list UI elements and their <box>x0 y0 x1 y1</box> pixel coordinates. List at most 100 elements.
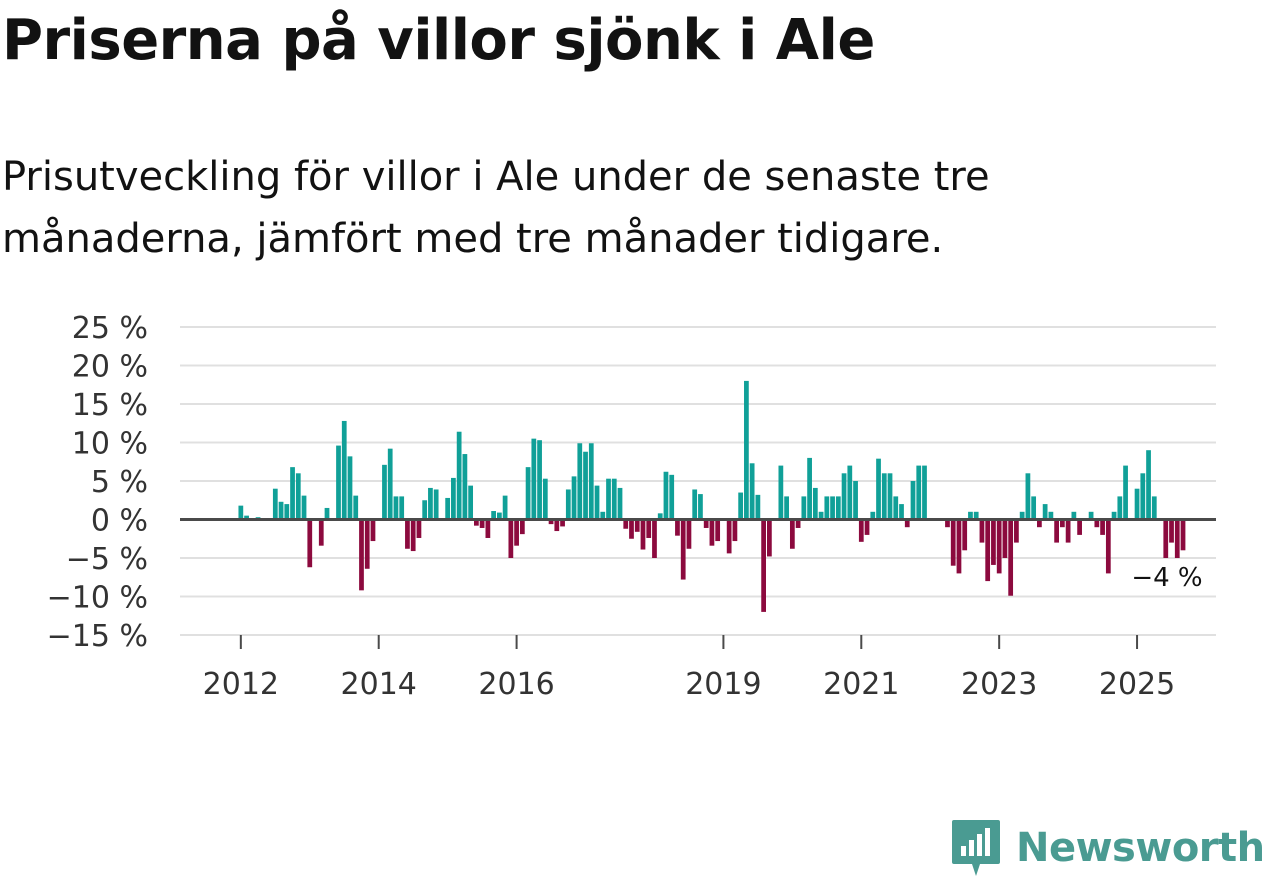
y-axis-labels: 25 % 20 %15 % 10 %5 % 0 %−5 % −10 %−15 % <box>47 311 148 654</box>
bar <box>491 511 496 520</box>
chart-subtitle: Prisutveckling för villor i Ale under de… <box>2 154 990 262</box>
bar <box>353 495 359 520</box>
bar <box>1146 450 1151 520</box>
x-tick-label: 2019 <box>685 667 761 702</box>
bar <box>922 465 927 520</box>
bar <box>916 465 922 520</box>
bar <box>341 420 347 520</box>
y-tick-label: 10 % <box>72 427 148 462</box>
bar <box>945 519 950 528</box>
bar <box>1088 511 1094 520</box>
bar <box>451 477 456 520</box>
bar <box>565 489 571 520</box>
bars <box>238 380 1186 612</box>
bar <box>594 485 600 520</box>
bar <box>1180 519 1186 551</box>
bar <box>588 443 594 520</box>
bar <box>1071 511 1077 520</box>
x-tick-label: 2016 <box>478 667 554 702</box>
bar <box>703 519 709 528</box>
bar <box>324 507 330 520</box>
bar <box>858 519 864 542</box>
bar <box>600 511 606 520</box>
bar <box>744 380 749 520</box>
y-tick-label: 20 % <box>72 350 148 385</box>
y-tick-label: −5 % <box>66 542 148 577</box>
bar <box>525 467 531 520</box>
y-tick-label: 5 % <box>91 465 148 500</box>
bar <box>1042 504 1048 520</box>
bar <box>1123 465 1128 520</box>
bar <box>887 473 893 520</box>
bar <box>761 519 766 612</box>
bar <box>399 496 405 520</box>
bar <box>807 457 812 520</box>
bar <box>238 505 244 520</box>
bar <box>611 478 617 520</box>
bar <box>841 473 847 520</box>
bar <box>830 496 835 520</box>
bar <box>864 519 870 535</box>
bar <box>405 519 410 549</box>
bar <box>1111 511 1117 520</box>
x-tick-label: 2023 <box>961 667 1037 702</box>
brand-name: Newsworthy <box>1016 825 1262 871</box>
bar <box>284 504 290 520</box>
y-tick-label: 25 % <box>72 311 148 346</box>
x-tick-label: 2021 <box>823 667 899 702</box>
bar <box>301 495 307 520</box>
bar <box>422 500 428 520</box>
bar <box>1025 473 1031 520</box>
bar <box>950 519 956 566</box>
bar <box>732 519 738 542</box>
bar <box>726 519 732 554</box>
bar <box>847 465 853 520</box>
bar <box>1077 519 1082 535</box>
bar <box>318 519 324 546</box>
bar <box>789 519 795 549</box>
bar <box>577 443 583 520</box>
bar <box>876 458 881 520</box>
bar <box>962 519 968 551</box>
bar <box>244 515 249 520</box>
bar <box>554 519 560 532</box>
bar <box>715 519 721 542</box>
bar <box>387 448 393 520</box>
bar <box>795 519 801 528</box>
bar <box>548 519 554 525</box>
bar <box>1174 519 1180 558</box>
bar <box>646 519 652 538</box>
bar <box>468 485 474 520</box>
x-tick-label: 2014 <box>341 667 417 702</box>
x-tick-label: 2025 <box>1099 667 1175 702</box>
bar <box>560 519 565 527</box>
bar <box>698 494 703 520</box>
grid-lines <box>180 326 1216 636</box>
bar <box>973 511 979 520</box>
bar <box>1031 496 1037 520</box>
x-axis: 2012 2014 2016 2019 2021 2023 2025 <box>203 635 1175 702</box>
bar <box>801 496 807 520</box>
bar <box>767 519 772 557</box>
newsworthy-logo: Newsworthy <box>950 818 1262 878</box>
newsworthy-logo-icon <box>952 820 1000 876</box>
bar <box>738 492 744 520</box>
bar <box>456 431 462 520</box>
chart-title: Priserna på villor sjönk i Ale <box>2 8 875 73</box>
bar <box>364 519 370 569</box>
bar <box>979 519 985 543</box>
bar <box>812 487 818 520</box>
bar <box>996 519 1002 574</box>
bar <box>1002 519 1008 558</box>
bar <box>1169 519 1174 543</box>
bar <box>784 496 789 520</box>
bar <box>519 519 525 535</box>
bar <box>1100 519 1105 535</box>
bar <box>272 488 278 520</box>
bar <box>968 511 973 520</box>
bar <box>652 519 657 558</box>
bar <box>634 519 640 532</box>
bar <box>382 464 387 520</box>
bar <box>985 519 991 582</box>
bar <box>393 496 399 520</box>
